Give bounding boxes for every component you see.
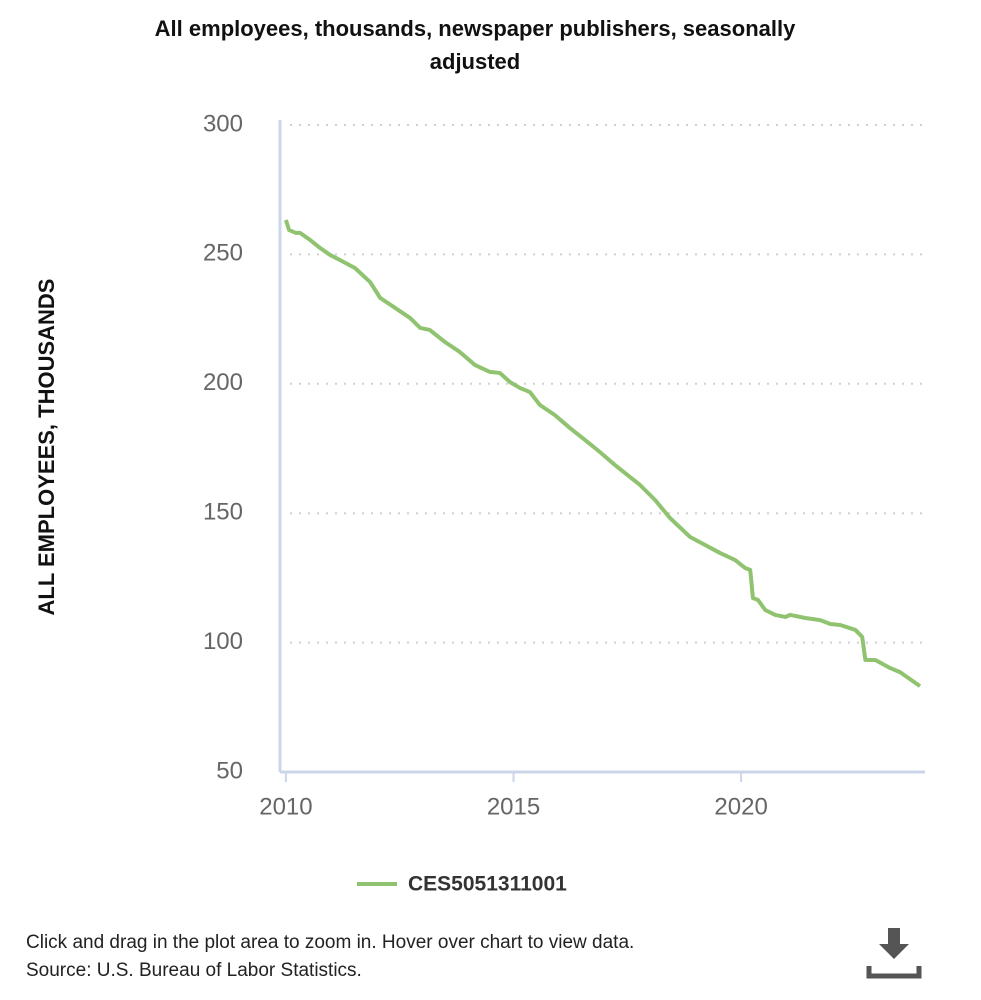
y-tick-label: 200 <box>203 369 243 396</box>
y-axis-label: ALL EMPLOYEES, THOUSANDS <box>34 279 59 616</box>
download-icon[interactable] <box>864 924 924 984</box>
footer-note: Click and drag in the plot area to zoom … <box>26 932 635 953</box>
x-tick-label: 2020 <box>714 793 767 820</box>
chart: All employees, thousands, newspaper publ… <box>34 16 925 896</box>
chart-title: adjusted <box>430 49 520 74</box>
y-tick-label: 50 <box>216 757 243 784</box>
chart-title: All employees, thousands, newspaper publ… <box>155 16 796 41</box>
footer-source: Source: U.S. Bureau of Labor Statistics. <box>26 960 362 981</box>
y-tick-label: 300 <box>203 110 243 137</box>
x-tick-label: 2015 <box>487 793 540 820</box>
x-tick-label: 2010 <box>259 793 312 820</box>
series-line <box>284 219 922 688</box>
y-tick-label: 250 <box>203 240 243 267</box>
y-tick-label: 100 <box>203 628 243 655</box>
y-tick-label: 150 <box>203 499 243 526</box>
legend-label: CES5051311001 <box>408 873 567 896</box>
